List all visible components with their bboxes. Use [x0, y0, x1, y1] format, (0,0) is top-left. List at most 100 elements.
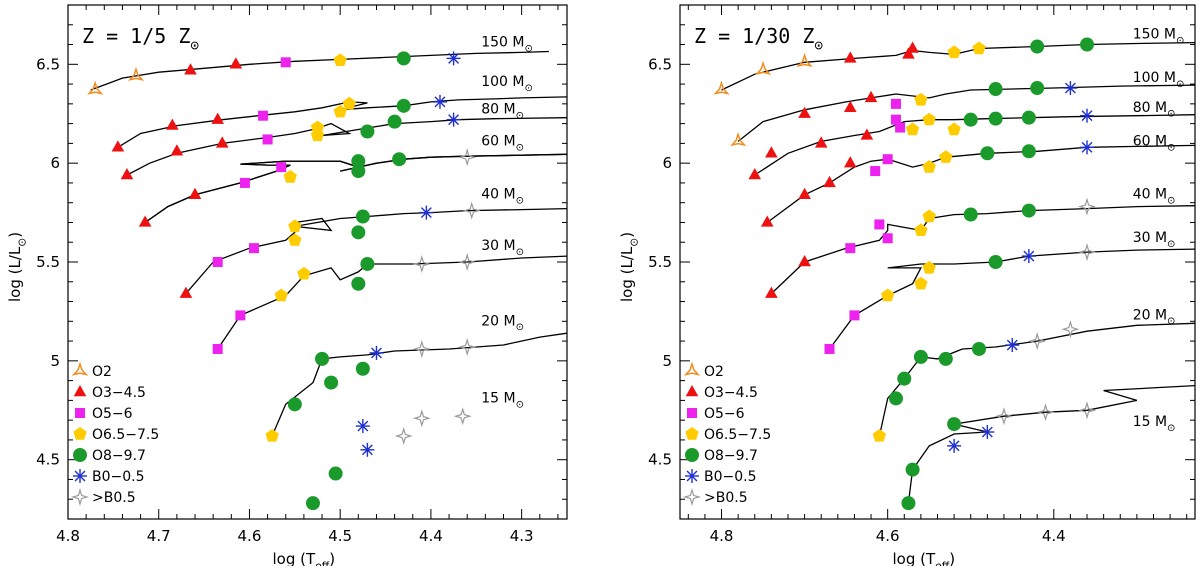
x-tick-label: 4.8	[710, 527, 734, 545]
marker-o6575	[872, 429, 886, 442]
marker-o6575	[333, 53, 347, 66]
marker-b05	[458, 252, 477, 272]
marker-o56	[870, 166, 881, 177]
legend: O2 O3−4.5 O5−6 O6.5−7.5 O8−9.7 B0−0.5 >B0.5	[70, 361, 159, 507]
legend-marker-o56	[75, 408, 85, 418]
legend-marker-b05	[682, 487, 702, 507]
legend-label: O3−4.5	[92, 385, 146, 401]
track-mass-label: 100 M⊙	[1133, 70, 1185, 90]
marker-b05	[458, 337, 477, 357]
evolutionary-track	[217, 255, 568, 350]
marker-b005	[419, 205, 434, 220]
track-mass-label: 60 M⊙	[481, 133, 524, 153]
marker-b005	[369, 345, 384, 360]
marker-b005	[1080, 140, 1095, 155]
y-tick-label: 5.5	[648, 253, 672, 271]
evolutionary-track	[766, 144, 1196, 224]
marker-o897	[1021, 203, 1036, 218]
marker-b05	[394, 426, 413, 446]
marker-b005	[980, 425, 995, 440]
y-tick-label: 4.5	[36, 451, 60, 469]
track-mass-label: 80 M⊙	[1133, 100, 1176, 120]
marker-o345	[798, 106, 811, 118]
marker-b05	[462, 201, 481, 220]
marker-b05	[453, 407, 472, 426]
marker-o345	[229, 57, 243, 69]
marker-o897	[315, 351, 330, 366]
legend-marker-o2	[683, 361, 701, 376]
marker-o897	[287, 397, 302, 412]
marker-b05	[1061, 320, 1080, 339]
marker-o345	[814, 136, 828, 148]
marker-o6575	[972, 41, 986, 55]
marker-o897	[351, 225, 366, 240]
marker-o6575	[922, 209, 936, 223]
legend-marker-o6575	[73, 427, 87, 440]
marker-o345	[765, 146, 778, 158]
marker-o6575	[914, 92, 928, 106]
marker-o345	[765, 286, 778, 298]
marker-o345	[211, 112, 224, 124]
marker-o2	[87, 80, 104, 95]
marker-o897	[355, 209, 370, 224]
x-tick-label: 4.3	[510, 527, 534, 545]
marker-b005	[947, 438, 962, 453]
marker-b05	[1077, 401, 1097, 420]
marker-o897	[351, 154, 366, 169]
track-mass-label: 30 M⊙	[1133, 230, 1176, 250]
track-mass-label: 30 M⊙	[481, 238, 524, 258]
marker-b05	[1077, 242, 1097, 262]
marker-o897	[988, 255, 1003, 269]
marker-o6575	[283, 170, 297, 183]
marker-o897	[901, 496, 916, 511]
marker-o897	[360, 256, 375, 271]
y-axis-label: log (L/L⊙)	[6, 232, 28, 302]
marker-o2	[127, 66, 145, 81]
marker-o6575	[881, 288, 895, 302]
marker-o56	[212, 343, 223, 354]
marker-o345	[843, 100, 857, 112]
legend: O2 O3−4.5 O5−6 O6.5−7.5 O8−9.7 B0−0.5 >B0.5	[682, 361, 771, 507]
marker-o56	[212, 257, 223, 267]
marker-o345	[138, 215, 152, 227]
legend-label: O3−4.5	[704, 385, 758, 401]
x-tick-label: 4.5	[328, 527, 352, 545]
marker-o345	[748, 168, 762, 180]
marker-o897	[1021, 144, 1036, 159]
marker-b005	[1080, 108, 1095, 123]
marker-b05	[412, 339, 431, 359]
marker-o897	[396, 98, 411, 113]
evolutionary-track	[90, 50, 549, 91]
marker-o897	[888, 391, 903, 406]
x-tick-label: 4.6	[876, 527, 900, 545]
marker-o345	[823, 175, 836, 188]
marker-o2	[754, 60, 772, 75]
marker-o897	[897, 371, 912, 386]
legend-label: O8−9.7	[92, 448, 146, 464]
marker-o897	[972, 341, 987, 356]
legend-marker-b005	[73, 469, 87, 483]
marker-o345	[170, 144, 184, 156]
marker-o6575	[922, 160, 936, 173]
marker-o897	[1030, 81, 1045, 96]
marker-o897	[351, 276, 366, 291]
track-mass-label: 100 M⊙	[481, 74, 533, 94]
evolutionary-track	[271, 332, 568, 437]
y-tick-label: 6	[662, 154, 672, 172]
marker-o345	[120, 168, 134, 180]
x-axis-label: log (Teff)	[893, 550, 956, 566]
marker-o345	[843, 156, 857, 168]
marker-o2	[730, 132, 747, 147]
marker-o345	[798, 187, 811, 199]
evolutionary-track	[126, 117, 568, 176]
marker-o345	[864, 90, 878, 103]
marker-o56	[235, 310, 246, 321]
legend-marker-o897	[73, 448, 87, 462]
marker-o897	[980, 146, 995, 161]
marker-o56	[874, 219, 885, 230]
legend-marker-o6575	[685, 427, 699, 440]
legend-marker-o345	[73, 385, 87, 397]
marker-o6575	[947, 122, 961, 136]
legend-marker-o897	[685, 448, 699, 462]
x-tick-label: 4.8	[56, 527, 80, 545]
